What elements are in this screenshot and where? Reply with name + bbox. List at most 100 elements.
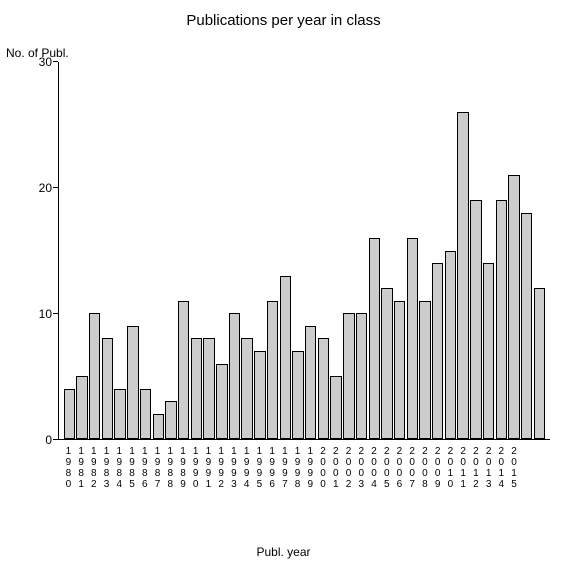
x-tick-label: 1 9 8 2: [87, 440, 100, 490]
bar: [356, 313, 367, 439]
x-tick-label: 2 0 1 5: [508, 440, 521, 490]
x-tick-label: 1 9 9 9: [304, 440, 317, 490]
bar: [521, 213, 532, 439]
bar-slot: [508, 62, 521, 439]
bar: [241, 338, 252, 439]
x-tick-label: 2 0 0 5: [380, 440, 393, 490]
x-tick-label: 1 9 9 7: [278, 440, 291, 490]
bar-slot: [342, 62, 355, 439]
x-tick-label: 2 0 0 0: [317, 440, 330, 490]
bar: [191, 338, 202, 439]
x-tick-label: 1 9 8 1: [75, 440, 88, 490]
x-tick-label: 1 9 8 6: [138, 440, 151, 490]
bar: [89, 313, 100, 439]
bar-slot: [368, 62, 381, 439]
bar-slot: [241, 62, 254, 439]
bar-slot: [406, 62, 419, 439]
x-tick-label: 1 9 9 4: [240, 440, 253, 490]
x-tick-label: 1 9 8 7: [151, 440, 164, 490]
bar-slot: [381, 62, 394, 439]
bar: [305, 326, 316, 439]
x-tick-label: 1 9 9 0: [189, 440, 202, 490]
x-tick-label: 2 0 1 2: [470, 440, 483, 490]
bar: [330, 376, 341, 439]
bar-slot: [533, 62, 546, 439]
bar: [102, 338, 113, 439]
bar: [381, 288, 392, 439]
bar: [280, 276, 291, 439]
bar-slot: [330, 62, 343, 439]
bar-slot: [431, 62, 444, 439]
bar-slot: [317, 62, 330, 439]
x-tick-label: 1 9 8 3: [100, 440, 113, 490]
bar: [229, 313, 240, 439]
x-tick-label: 2 0 1 4: [495, 440, 508, 490]
x-tick-label: 2 0 1 0: [444, 440, 457, 490]
bar-slot: [215, 62, 228, 439]
x-tick-label: 2 0 0 9: [431, 440, 444, 490]
chart-title: Publications per year in class: [0, 12, 567, 29]
x-tick-label: 2 0 0 3: [355, 440, 368, 490]
bar: [127, 326, 138, 439]
bar: [457, 112, 468, 439]
bar: [165, 401, 176, 439]
x-tick-label: 1 9 9 1: [202, 440, 215, 490]
bar: [407, 238, 418, 439]
y-axis-label: No. of Publ.: [6, 46, 69, 60]
y-tick-label: 0: [45, 433, 52, 447]
x-axis-label: Publ. year: [0, 545, 567, 559]
x-tick-label: 2 0 0 4: [368, 440, 381, 490]
y-tick-label: 30: [39, 55, 52, 69]
bar: [508, 175, 519, 439]
y-axis-ticks: 0102030: [0, 62, 58, 440]
bar: [178, 301, 189, 439]
bar: [432, 263, 443, 439]
x-tick-label: 2 0 0 7: [406, 440, 419, 490]
bar: [114, 389, 125, 439]
bar-slot: [495, 62, 508, 439]
bar-slot: [114, 62, 127, 439]
bar-slot: [63, 62, 76, 439]
bar-slot: [393, 62, 406, 439]
x-tick-label: 2 0 0 2: [342, 440, 355, 490]
y-tick-label: 10: [39, 307, 52, 321]
bar-slot: [254, 62, 267, 439]
x-tick-label: 2 0 1 1: [457, 440, 470, 490]
bar-slot: [177, 62, 190, 439]
bar-slot: [457, 62, 470, 439]
bar: [496, 200, 507, 439]
bar-slot: [520, 62, 533, 439]
x-tick-label: 1 9 8 8: [164, 440, 177, 490]
x-tick-label: [520, 440, 533, 490]
bar: [216, 364, 227, 439]
bar-slot: [419, 62, 432, 439]
bar: [394, 301, 405, 439]
bars-container: [59, 62, 550, 439]
bar: [470, 200, 481, 439]
bar: [343, 313, 354, 439]
bar-slot: [228, 62, 241, 439]
x-tick-label: 2 0 0 8: [419, 440, 432, 490]
bar: [76, 376, 87, 439]
publications-bar-chart: Publications per year in class No. of Pu…: [0, 0, 567, 567]
bar: [292, 351, 303, 439]
bar: [153, 414, 164, 439]
bar-slot: [304, 62, 317, 439]
x-axis-ticks: 1 9 8 01 9 8 11 9 8 21 9 8 31 9 8 41 9 8…: [58, 440, 550, 490]
x-tick-label: 1 9 8 4: [113, 440, 126, 490]
bar-slot: [444, 62, 457, 439]
bar: [445, 251, 456, 440]
bar-slot: [355, 62, 368, 439]
x-tick-label: 1 9 8 5: [126, 440, 139, 490]
bar-slot: [127, 62, 140, 439]
bar-slot: [470, 62, 483, 439]
x-tick-label: 1 9 9 2: [215, 440, 228, 490]
x-tick-label: 2 0 0 1: [329, 440, 342, 490]
bar-slot: [101, 62, 114, 439]
bar: [203, 338, 214, 439]
x-tick-label: 1 9 9 3: [228, 440, 241, 490]
bar-slot: [76, 62, 89, 439]
bar: [483, 263, 494, 439]
bar-slot: [482, 62, 495, 439]
bar-slot: [152, 62, 165, 439]
